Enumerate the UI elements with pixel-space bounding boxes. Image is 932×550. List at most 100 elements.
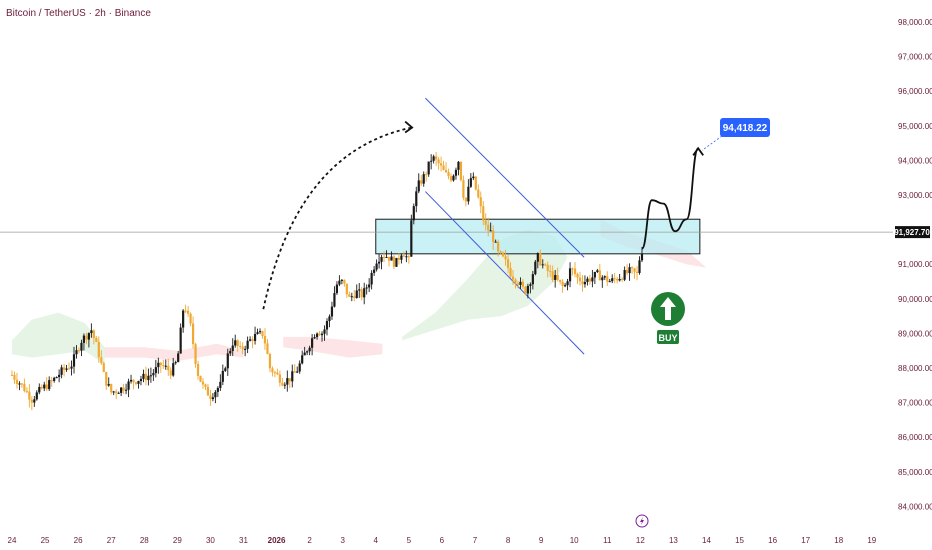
candle-body bbox=[516, 283, 520, 285]
candle-body bbox=[576, 274, 579, 278]
candle-body bbox=[335, 284, 339, 294]
x-tick-label: 18 bbox=[834, 536, 843, 545]
candle-body bbox=[301, 355, 304, 364]
candle-body bbox=[80, 342, 83, 351]
candle-body bbox=[472, 176, 475, 179]
candle-body bbox=[452, 175, 455, 181]
candle-body bbox=[390, 256, 393, 261]
candle-body bbox=[328, 316, 331, 322]
candle-body bbox=[459, 161, 463, 181]
candle-body bbox=[137, 381, 140, 384]
candle-body bbox=[524, 286, 527, 294]
candle-body bbox=[405, 256, 408, 258]
candle-body bbox=[439, 163, 443, 166]
candle-body bbox=[355, 290, 358, 298]
buy-badge bbox=[657, 330, 679, 344]
candle-body bbox=[308, 347, 311, 352]
candle-body bbox=[489, 230, 492, 232]
candle-body bbox=[492, 230, 495, 242]
candle-body bbox=[186, 310, 190, 314]
candle-body bbox=[201, 381, 205, 385]
candle-body bbox=[457, 161, 460, 170]
candle-body bbox=[55, 377, 58, 379]
x-tick-label: 29 bbox=[173, 536, 182, 545]
candle-body bbox=[236, 340, 239, 347]
cloud-red-0 bbox=[104, 343, 244, 362]
y-tick-label: 85,000.00 bbox=[898, 468, 932, 477]
candle-body bbox=[177, 353, 180, 363]
candles-layer bbox=[10, 151, 644, 411]
candle-body bbox=[124, 389, 128, 391]
candle-body bbox=[551, 271, 554, 280]
candle-body bbox=[402, 255, 405, 257]
y-tick-label: 98,000.00 bbox=[898, 18, 932, 27]
candle-body bbox=[613, 278, 616, 280]
candle-body bbox=[477, 189, 480, 198]
candle-body bbox=[127, 381, 130, 390]
lightning-icon bbox=[635, 514, 649, 528]
y-tick-label: 86,000.00 bbox=[898, 433, 932, 442]
candle-body bbox=[596, 270, 599, 272]
candle-body bbox=[234, 340, 237, 346]
candle-body bbox=[442, 165, 445, 170]
candle-body bbox=[370, 272, 373, 285]
candle-body bbox=[184, 310, 187, 312]
candle-body bbox=[435, 156, 438, 160]
candle-body bbox=[30, 399, 33, 403]
candle-body bbox=[338, 280, 341, 285]
candle-body bbox=[239, 346, 242, 348]
candle-body bbox=[437, 159, 440, 164]
y-tick-label: 90,000.00 bbox=[898, 295, 932, 304]
candle-body bbox=[350, 296, 353, 298]
candle-body bbox=[400, 255, 403, 260]
candle-body bbox=[325, 321, 329, 330]
x-tick-label: 3 bbox=[340, 536, 345, 545]
candle-body bbox=[559, 279, 562, 282]
candle-body bbox=[499, 251, 502, 253]
candle-body bbox=[348, 294, 351, 297]
candle-body bbox=[288, 378, 291, 382]
candle-body bbox=[526, 285, 529, 294]
candle-body bbox=[10, 374, 14, 376]
x-tick-label: 16 bbox=[768, 536, 777, 545]
candle-body bbox=[425, 174, 428, 176]
candle-body bbox=[162, 365, 165, 367]
candle-body bbox=[571, 268, 574, 270]
candle-body bbox=[115, 391, 118, 393]
candle-body bbox=[244, 348, 247, 350]
arc-arrow-head bbox=[404, 120, 414, 134]
candle-body bbox=[28, 391, 31, 400]
candle-body bbox=[638, 260, 641, 273]
candle-body bbox=[474, 176, 477, 190]
candle-body bbox=[263, 335, 267, 344]
candle-body bbox=[72, 354, 76, 367]
y-tick-label: 87,000.00 bbox=[898, 399, 932, 408]
candle-body bbox=[561, 281, 564, 286]
candle-body bbox=[601, 277, 604, 281]
candle-body bbox=[566, 281, 569, 286]
candle-body bbox=[581, 281, 584, 285]
candle-body bbox=[315, 333, 319, 338]
arc-arrow-layer bbox=[262, 120, 414, 310]
candle-body bbox=[363, 288, 366, 298]
candle-body bbox=[283, 384, 286, 386]
candle-body bbox=[549, 271, 552, 273]
candle-body bbox=[249, 339, 252, 341]
candle-body bbox=[43, 384, 46, 389]
candle-body bbox=[159, 362, 162, 366]
y-tick-label: 84,000.00 bbox=[898, 502, 932, 511]
candle-body bbox=[258, 331, 262, 333]
candle-body bbox=[380, 256, 383, 262]
candle-body bbox=[97, 341, 100, 358]
x-tick-label: 27 bbox=[107, 536, 116, 545]
x-tick-label: 25 bbox=[41, 536, 50, 545]
candle-body bbox=[25, 391, 28, 393]
candle-body bbox=[633, 268, 636, 272]
candle-body bbox=[531, 274, 534, 285]
candle-body bbox=[65, 368, 68, 370]
candle-body bbox=[196, 363, 200, 376]
candle-body bbox=[330, 306, 334, 317]
candle-body bbox=[546, 264, 549, 272]
candle-body bbox=[415, 191, 418, 207]
